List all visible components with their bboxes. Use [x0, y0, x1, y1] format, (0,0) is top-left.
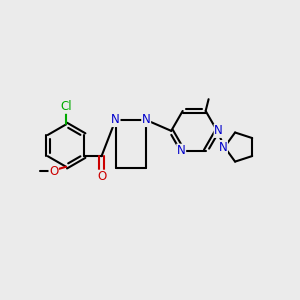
Text: N: N	[111, 113, 120, 127]
Text: O: O	[49, 165, 58, 178]
Text: N: N	[219, 141, 227, 154]
Text: N: N	[177, 144, 186, 157]
Text: N: N	[214, 124, 223, 137]
Text: O: O	[97, 170, 106, 183]
Text: N: N	[142, 113, 151, 127]
Text: Cl: Cl	[60, 100, 72, 113]
